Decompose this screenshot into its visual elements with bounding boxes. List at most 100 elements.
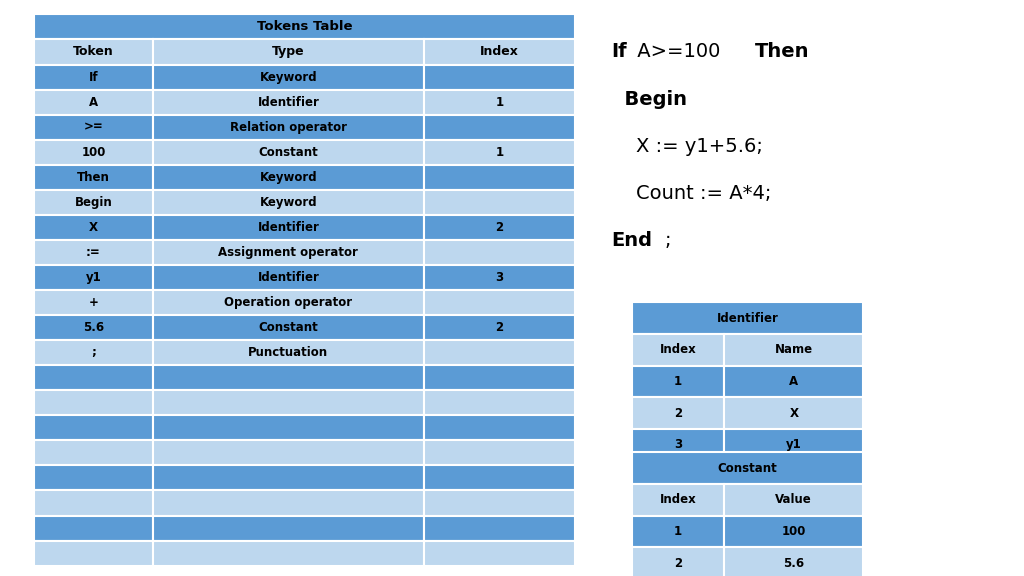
Text: If: If	[611, 43, 627, 61]
Bar	[632, 429, 724, 461]
Text: Index: Index	[480, 46, 519, 59]
Bar	[153, 465, 424, 490]
Bar	[34, 365, 153, 391]
Bar	[632, 547, 724, 576]
Bar	[153, 490, 424, 516]
Bar	[34, 540, 153, 566]
Bar	[424, 40, 575, 65]
Bar	[34, 315, 153, 340]
Bar	[34, 490, 153, 516]
Text: Keyword: Keyword	[259, 196, 317, 209]
Bar	[424, 465, 575, 490]
Bar	[153, 315, 424, 340]
Text: X: X	[89, 221, 98, 234]
Bar	[34, 115, 153, 139]
Bar	[424, 490, 575, 516]
Text: :=: :=	[86, 246, 100, 259]
Bar	[724, 461, 863, 492]
Text: Name: Name	[775, 343, 813, 357]
Text: Then: Then	[77, 170, 110, 184]
Bar	[424, 516, 575, 540]
Bar	[632, 484, 724, 516]
Text: Then: Then	[755, 43, 809, 61]
Text: y1: y1	[85, 271, 101, 284]
Bar	[424, 391, 575, 415]
Text: Type: Type	[272, 46, 305, 59]
Bar	[153, 440, 424, 465]
Bar	[153, 340, 424, 365]
Bar	[34, 265, 153, 290]
Bar	[424, 215, 575, 240]
Bar	[34, 65, 153, 89]
Text: Index: Index	[659, 343, 696, 357]
Text: ;: ;	[91, 346, 96, 359]
Bar	[34, 40, 153, 65]
Bar	[724, 547, 863, 576]
Bar	[153, 540, 424, 566]
Text: 3: 3	[496, 271, 504, 284]
Bar	[724, 429, 863, 461]
Bar	[34, 215, 153, 240]
Text: Identifier: Identifier	[257, 221, 319, 234]
Text: 2: 2	[496, 221, 504, 234]
Bar	[153, 115, 424, 139]
Bar	[424, 115, 575, 139]
Text: >=: >=	[84, 120, 103, 134]
Text: Identifier: Identifier	[257, 271, 319, 284]
Bar	[34, 391, 153, 415]
Bar	[424, 265, 575, 290]
Bar	[34, 440, 153, 465]
Bar	[424, 165, 575, 190]
Bar	[724, 516, 863, 547]
Text: Begin: Begin	[611, 90, 687, 108]
Bar	[34, 415, 153, 440]
Text: 1: 1	[674, 525, 682, 538]
Text: Constant: Constant	[258, 321, 318, 334]
Text: 100: 100	[81, 146, 105, 159]
Bar	[34, 516, 153, 540]
Bar	[632, 452, 863, 484]
Bar	[153, 165, 424, 190]
Bar	[153, 415, 424, 440]
Bar	[34, 290, 153, 315]
Bar	[153, 89, 424, 115]
Text: A: A	[89, 96, 98, 109]
Text: Index: Index	[659, 493, 696, 506]
Text: 1: 1	[496, 96, 504, 109]
Bar	[34, 165, 153, 190]
Bar	[153, 240, 424, 265]
Text: Punctuation: Punctuation	[249, 346, 329, 359]
Bar	[424, 540, 575, 566]
Text: 1: 1	[674, 375, 682, 388]
Text: Begin: Begin	[75, 196, 113, 209]
Text: Identifier: Identifier	[717, 312, 778, 325]
Text: y1: y1	[786, 438, 802, 452]
Bar	[153, 190, 424, 215]
Bar	[153, 391, 424, 415]
Text: Keyword: Keyword	[259, 70, 317, 84]
Bar	[424, 340, 575, 365]
Bar	[424, 240, 575, 265]
Bar	[632, 397, 724, 429]
Text: 5.6: 5.6	[83, 321, 104, 334]
Bar	[632, 461, 724, 492]
Bar	[424, 190, 575, 215]
Text: A: A	[790, 375, 799, 388]
Text: 3: 3	[674, 438, 682, 452]
Text: Count := A*4;: Count := A*4;	[611, 184, 772, 203]
Text: X: X	[790, 407, 799, 420]
Bar	[34, 190, 153, 215]
Bar	[424, 415, 575, 440]
Text: 2: 2	[674, 407, 682, 420]
Text: Value: Value	[775, 493, 812, 506]
Text: Constant: Constant	[718, 461, 777, 475]
Text: 1: 1	[496, 146, 504, 159]
Text: If: If	[88, 70, 98, 84]
Text: 100: 100	[781, 525, 806, 538]
Text: Operation operator: Operation operator	[224, 296, 352, 309]
Bar	[424, 440, 575, 465]
Bar	[424, 89, 575, 115]
Bar	[632, 334, 724, 366]
Bar	[724, 334, 863, 366]
Text: Identifier: Identifier	[257, 96, 319, 109]
